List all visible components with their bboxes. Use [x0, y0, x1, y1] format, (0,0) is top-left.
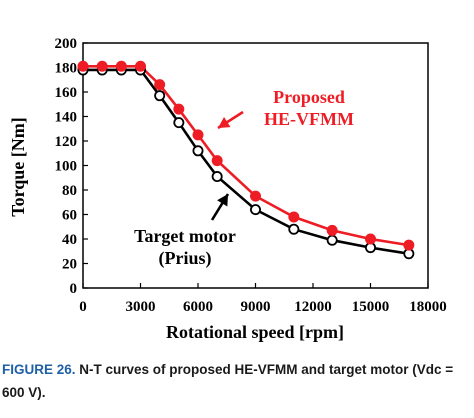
- point-proposed: [134, 60, 146, 72]
- point-proposed: [326, 224, 338, 236]
- point-proposed: [249, 190, 261, 202]
- series-line-target: [83, 68, 410, 255]
- x-tick-label: 6000: [183, 299, 213, 315]
- y-tick-label: 20: [62, 257, 77, 273]
- annotation-target-line2: (Prius): [159, 248, 212, 269]
- annotation-proposed-line1: Proposed: [273, 87, 345, 107]
- arrow-target-head: [217, 194, 228, 207]
- x-tick-label: 18000: [409, 299, 447, 315]
- y-tick-label: 120: [55, 134, 78, 150]
- x-tick-label: 0: [79, 299, 87, 315]
- y-axis-title: Torque [Nm]: [8, 117, 28, 217]
- point-proposed: [77, 60, 89, 72]
- nt-curve-chart: 0 20 40 60 80 100 120 140 160 180 200 0 3000 6000 900…: [8, 36, 447, 342]
- y-tick-label: 0: [70, 281, 78, 297]
- x-tick-label: 9000: [241, 299, 271, 315]
- y-tick-label: 200: [55, 36, 78, 52]
- point-proposed: [96, 60, 108, 72]
- y-tick-label: 140: [55, 110, 78, 126]
- point-target: [326, 234, 338, 246]
- x-axis-ticks: 0 3000 6000 9000 12000 15000 18000: [79, 283, 447, 315]
- point-proposed: [364, 233, 376, 245]
- annotation-proposed-line2: HE-VFMM: [264, 109, 354, 129]
- point-target: [192, 145, 204, 157]
- point-proposed: [192, 129, 204, 141]
- figure-caption: FIGURE 26. N-T curves of proposed HE-VFM…: [2, 358, 472, 404]
- x-tick-label: 12000: [294, 299, 332, 315]
- series-line-proposed: [83, 65, 410, 247]
- annotation-target-line1: Target motor: [134, 226, 236, 246]
- figure-label: FIGURE 26.: [2, 362, 76, 377]
- y-tick-label: 60: [62, 208, 77, 224]
- x-axis-title: Rotational speed [rpm]: [166, 322, 344, 342]
- series-lines: [83, 65, 410, 255]
- x-tick-label: 3000: [126, 299, 156, 315]
- series-markers: [77, 60, 415, 260]
- point-proposed: [211, 155, 223, 167]
- y-tick-label: 80: [62, 183, 77, 199]
- x-tick-label: 15000: [352, 299, 390, 315]
- plot-frame: [82, 42, 429, 289]
- point-proposed: [403, 239, 415, 251]
- caption-text: N-T curves of proposed HE-VFMM and targe…: [2, 362, 454, 400]
- point-proposed: [154, 79, 166, 91]
- point-target: [173, 117, 185, 129]
- y-tick-label: 40: [62, 232, 77, 248]
- annotation-arrows: [210, 110, 244, 221]
- y-tick-label: 180: [55, 61, 78, 77]
- y-tick-label: 100: [55, 159, 78, 175]
- point-target: [211, 171, 223, 183]
- point-proposed: [288, 211, 300, 223]
- axes: [82, 42, 429, 289]
- point-target: [288, 223, 300, 235]
- y-tick-label: 160: [55, 85, 78, 101]
- point-proposed: [173, 103, 185, 115]
- arrow-proposed-head: [218, 117, 231, 128]
- point-proposed: [115, 60, 127, 72]
- point-target: [154, 90, 166, 102]
- point-target: [249, 204, 261, 216]
